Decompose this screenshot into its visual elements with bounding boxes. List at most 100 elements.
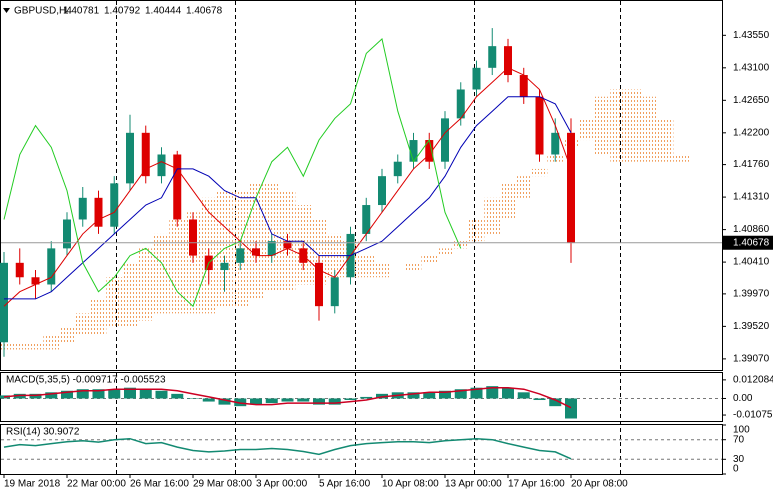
macd-bar: [565, 398, 577, 419]
cloud-segment: [657, 118, 674, 162]
macd-title: MACD(5,35,5) -0.009717 -0.005523: [6, 375, 166, 386]
macd-bar: [344, 398, 357, 401]
candle-body: [267, 241, 276, 256]
macd-bar: [486, 386, 499, 399]
candle-body: [535, 96, 544, 155]
macd-bar: [108, 389, 121, 399]
cloud-segment: [122, 262, 138, 328]
macd-bar: [29, 393, 42, 399]
macd-bar: [328, 398, 341, 405]
cloud-segment: [531, 168, 548, 177]
cloud-segment: [673, 154, 690, 162]
indicator-line: [3, 67, 572, 307]
indicator-line: [3, 37, 462, 308]
y-tick-label: -0.010759: [733, 410, 773, 421]
candle-body: [0, 262, 8, 343]
cloud-segment: [452, 241, 469, 249]
low-value: 1.40444: [145, 6, 182, 17]
y-tick-label: 0: [733, 464, 739, 475]
x-tick-label: 22 Mar 00:00: [67, 479, 126, 490]
macd-bar: [533, 398, 546, 401]
open-value: 1.40781: [63, 6, 100, 17]
cloud-segment: [27, 342, 44, 350]
price-label: 1.40678: [733, 237, 770, 248]
cloud-segment: [43, 335, 60, 350]
y-tick-label: 0.00: [733, 393, 753, 404]
main-panel: [0, 0, 723, 371]
candle-body: [220, 262, 229, 271]
candle-body: [189, 219, 197, 256]
price-badge: [723, 235, 773, 250]
candle-body: [330, 277, 339, 307]
candle-body: [504, 46, 512, 76]
macd-bar: [454, 389, 467, 399]
candle-body: [472, 67, 481, 90]
cloud-segment: [106, 277, 123, 328]
candle-body: [157, 154, 166, 177]
cloud-segment: [468, 219, 485, 242]
candle-body: [519, 75, 528, 97]
y-tick-label: 1.40860: [733, 224, 770, 235]
cloud-segment: [437, 248, 453, 256]
y-tick-label: 1.42650: [733, 95, 770, 106]
y-tick-label: 1.42200: [733, 127, 770, 138]
cloud-segment: [0, 342, 12, 350]
x-tick-label: 10 Apr 08:00: [382, 479, 439, 490]
y-tick-label: 1.39520: [733, 321, 770, 332]
high-value: 1.40792: [104, 6, 141, 17]
candle-body: [362, 205, 371, 234]
indicator-line: [4, 96, 572, 300]
macd-bar: [155, 390, 168, 399]
macd-bar: [265, 398, 278, 404]
macd-bar: [407, 392, 420, 399]
candle-body: [47, 248, 56, 285]
y-tick-label: 1.40410: [733, 257, 770, 268]
x-tick-label: 3 Apr 00:00: [256, 479, 308, 490]
macd-bar: [218, 398, 231, 405]
cloud-segment: [248, 183, 264, 299]
macd-bar: [61, 390, 73, 399]
cloud-segment: [515, 176, 532, 198]
x-tick-label: 13 Apr 00:00: [445, 479, 502, 490]
y-tick-label: 1.39970: [733, 289, 770, 300]
candle-body: [126, 132, 134, 184]
cloud-segment: [594, 96, 611, 155]
close-value: 1.40678: [186, 6, 223, 17]
macd-bar: [124, 387, 136, 399]
candle-body: [456, 89, 465, 119]
cloud-segment: [421, 255, 438, 263]
macd-bar: [234, 398, 247, 407]
menu-arrow[interactable]: [3, 8, 10, 13]
cloud-segment: [153, 233, 170, 314]
chart-title: GBPUSD,H4: [14, 6, 72, 17]
cloud-segment: [500, 183, 516, 220]
cloud-segment: [137, 248, 154, 321]
signal-line: [3, 386, 572, 409]
macd-bar: [439, 390, 451, 399]
cloud-segment: [59, 327, 75, 343]
cloud-segment: [11, 342, 28, 350]
macd-bar: [313, 398, 325, 405]
x-tick-label: 19 Mar 2018: [4, 479, 61, 490]
cloud-segment: [626, 89, 642, 162]
macd-bar: [517, 392, 530, 399]
x-tick-label: 17 Apr 16:00: [508, 479, 565, 490]
candle-body: [283, 241, 292, 249]
candle-body: [393, 161, 402, 177]
y-tick-label: 1.41760: [733, 159, 770, 170]
macd-bar: [281, 398, 294, 402]
y-tick-label: 1.43550: [733, 30, 770, 41]
y-tick-label: 1.39070: [733, 354, 770, 365]
macd-bar: [202, 398, 215, 402]
x-tick-label: 26 Mar 16:00: [130, 479, 189, 490]
macd-bar: [13, 393, 26, 399]
cloud-segment: [74, 313, 91, 336]
candle-body: [441, 118, 449, 162]
y-tick-label: 30: [733, 454, 745, 465]
macd-bar: [549, 398, 562, 407]
candle-body: [31, 277, 40, 285]
rsi-line: [3, 437, 572, 460]
macd-bar: [45, 392, 58, 399]
